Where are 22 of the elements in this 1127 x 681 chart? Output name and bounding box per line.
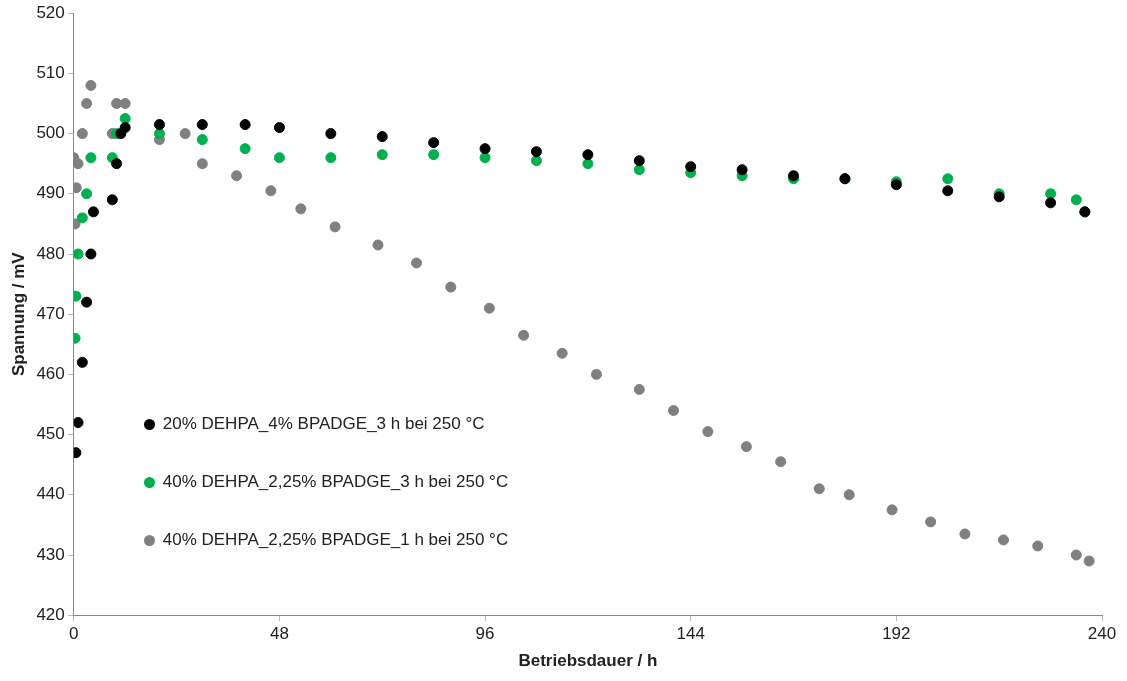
legend-label: 20% DEHPA_4% BPADGE_3 h bei 250 °C (161, 413, 486, 436)
y-tick-label: 460 (36, 364, 65, 384)
x-tick-label: 0 (69, 624, 79, 644)
legend-label: 40% DEHPA_2,25% BPADGE_3 h bei 250 °C (161, 471, 509, 494)
y-tick-label: 420 (36, 604, 65, 624)
x-tick-label: 144 (676, 624, 705, 644)
x-tick-label: 96 (475, 624, 495, 644)
y-tick-label: 480 (36, 243, 65, 263)
y-axis-title: Spannung / mV (8, 251, 28, 377)
y-tick-label: 470 (36, 303, 65, 323)
x-tick-label: 240 (1087, 624, 1117, 644)
y-tick-label: 510 (36, 63, 65, 83)
y-tick-label: 430 (36, 544, 65, 564)
x-axis-title: Betriebsdauer / h (518, 651, 658, 671)
y-tick-label: 520 (36, 2, 65, 22)
x-tick-label: 192 (882, 624, 911, 644)
x-tick-label: 48 (269, 624, 289, 644)
y-tick-label: 500 (36, 123, 65, 143)
y-tick-label: 490 (36, 183, 65, 203)
y-tick-label: 440 (36, 484, 65, 504)
y-tick-label: 450 (36, 424, 65, 444)
legend-label: 40% DEHPA_2,25% BPADGE_1 h bei 250 °C (161, 529, 509, 552)
